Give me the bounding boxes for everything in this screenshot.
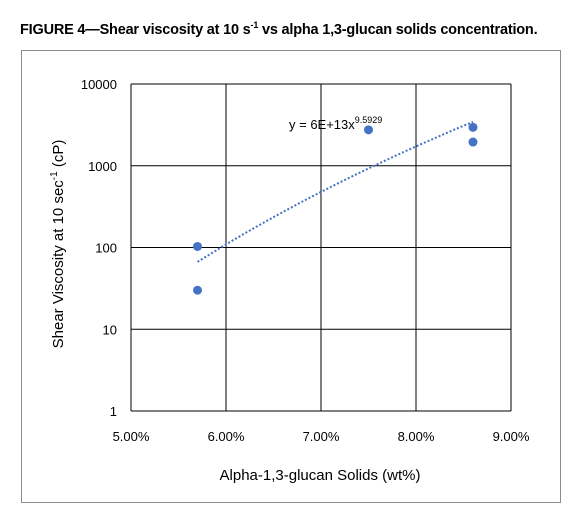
data-point xyxy=(468,137,478,147)
data-points xyxy=(193,122,478,295)
x-tick-label: 9.00% xyxy=(493,429,530,444)
trendline-equation: y = 6E+13x9.5929 xyxy=(289,115,382,132)
x-axis-title: Alpha-1,3-glucan Solids (wt%) xyxy=(220,467,421,484)
data-point xyxy=(193,241,202,251)
data-point xyxy=(468,122,478,132)
trendline xyxy=(196,120,474,263)
x-tick-labels: 5.00% 6.00% 7.00% 8.00% 9.00% xyxy=(113,429,530,444)
grid-lines xyxy=(130,83,512,412)
x-tick-label: 7.00% xyxy=(303,429,340,444)
y-tick-label: 1000 xyxy=(88,159,117,174)
data-point xyxy=(193,285,202,295)
y-tick-label: 100 xyxy=(95,241,117,256)
y-tick-labels: 1 10 100 1000 10000 xyxy=(81,77,117,419)
x-tick-label: 6.00% xyxy=(208,429,245,444)
y-axis-title: Shear Viscosity at 10 sec-1 (cP) xyxy=(49,140,67,349)
chart-frame xyxy=(21,50,561,503)
trendline-group xyxy=(196,120,474,263)
data-point xyxy=(364,125,373,135)
y-tick-label: 1 xyxy=(110,404,117,419)
x-tick-label: 5.00% xyxy=(113,429,150,444)
y-tick-label: 10 xyxy=(103,322,117,337)
figure-title: FIGURE 4—Shear viscosity at 10 s-1 vs al… xyxy=(20,20,538,38)
x-tick-label: 8.00% xyxy=(398,429,435,444)
y-tick-label: 10000 xyxy=(81,77,117,92)
